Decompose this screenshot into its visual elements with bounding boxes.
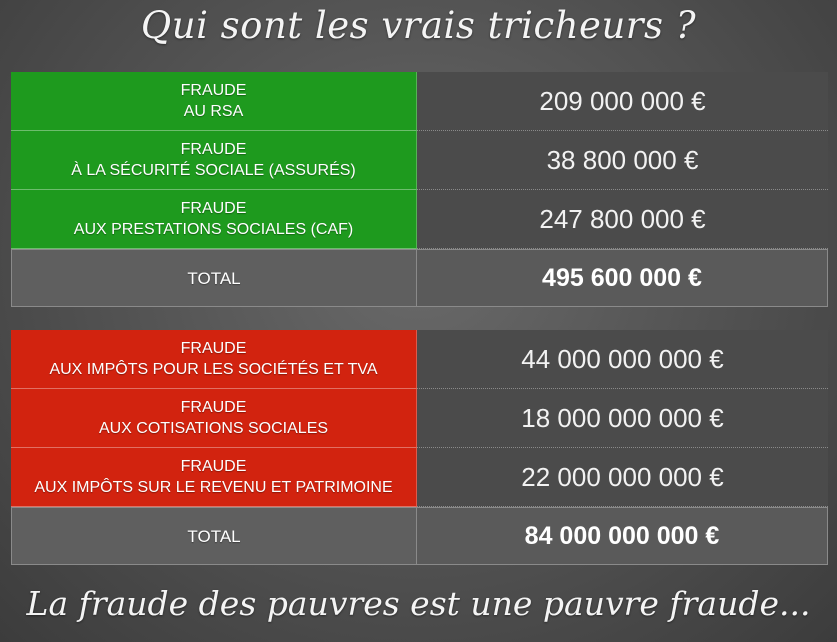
row-value: 18 000 000 000 € <box>417 389 828 448</box>
row-label-line1: FRAUDE <box>180 141 247 158</box>
poor-fraud-table: FRAUDE AU RSA 209 000 000 € FRAUDE À LA … <box>11 72 828 307</box>
row-label-line1: FRAUDE <box>180 200 247 217</box>
total-label: TOTAL <box>11 249 417 307</box>
row-value: 209 000 000 € <box>417 72 828 131</box>
table-row: FRAUDE AUX COTISATIONS SOCIALES 18 000 0… <box>11 389 828 448</box>
total-value: 84 000 000 000 € <box>417 507 828 565</box>
row-value: 44 000 000 000 € <box>417 330 828 389</box>
row-label-line2: AUX IMPÔTS POUR LES SOCIÉTÉS ET TVA <box>49 361 378 378</box>
row-label-line2: AUX IMPÔTS SUR LE REVENU ET PATRIMOINE <box>34 479 393 496</box>
total-label: TOTAL <box>11 507 417 565</box>
footer-slogan: La fraude des pauvres est une pauvre fra… <box>26 584 811 623</box>
row-label: FRAUDE AUX IMPÔTS SUR LE REVENU ET PATRI… <box>11 448 417 507</box>
row-label-line1: FRAUDE <box>180 82 247 99</box>
row-label-line2: AUX PRESTATIONS SOCIALES (CAF) <box>73 221 354 238</box>
row-label-line2: AUX COTISATIONS SOCIALES <box>98 420 329 437</box>
row-label-line1: FRAUDE <box>180 458 247 475</box>
row-label: FRAUDE À LA SÉCURITÉ SOCIALE (ASSURÉS) <box>11 131 417 190</box>
table-row: FRAUDE AUX IMPÔTS POUR LES SOCIÉTÉS ET T… <box>11 330 828 389</box>
total-row: TOTAL 84 000 000 000 € <box>11 507 828 565</box>
row-label: FRAUDE AUX PRESTATIONS SOCIALES (CAF) <box>11 190 417 249</box>
total-row: TOTAL 495 600 000 € <box>11 249 828 307</box>
row-value: 22 000 000 000 € <box>417 448 828 507</box>
table-row: FRAUDE À LA SÉCURITÉ SOCIALE (ASSURÉS) 3… <box>11 131 828 190</box>
table-row: FRAUDE AUX PRESTATIONS SOCIALES (CAF) 24… <box>11 190 828 249</box>
row-label: FRAUDE AUX COTISATIONS SOCIALES <box>11 389 417 448</box>
row-value: 247 800 000 € <box>417 190 828 249</box>
total-value: 495 600 000 € <box>417 249 828 307</box>
page-title: Qui sont les vrais tricheurs ? <box>140 4 697 47</box>
row-label-line1: FRAUDE <box>180 399 247 416</box>
row-label-line2: À LA SÉCURITÉ SOCIALE (ASSURÉS) <box>71 162 356 179</box>
row-label-line1: FRAUDE <box>180 340 247 357</box>
row-label-line2: AU RSA <box>183 103 244 120</box>
row-label: FRAUDE AU RSA <box>11 72 417 131</box>
table-row: FRAUDE AU RSA 209 000 000 € <box>11 72 828 131</box>
table-row: FRAUDE AUX IMPÔTS SUR LE REVENU ET PATRI… <box>11 448 828 507</box>
row-label: FRAUDE AUX IMPÔTS POUR LES SOCIÉTÉS ET T… <box>11 330 417 389</box>
row-value: 38 800 000 € <box>417 131 828 190</box>
rich-fraud-table: FRAUDE AUX IMPÔTS POUR LES SOCIÉTÉS ET T… <box>11 330 828 565</box>
